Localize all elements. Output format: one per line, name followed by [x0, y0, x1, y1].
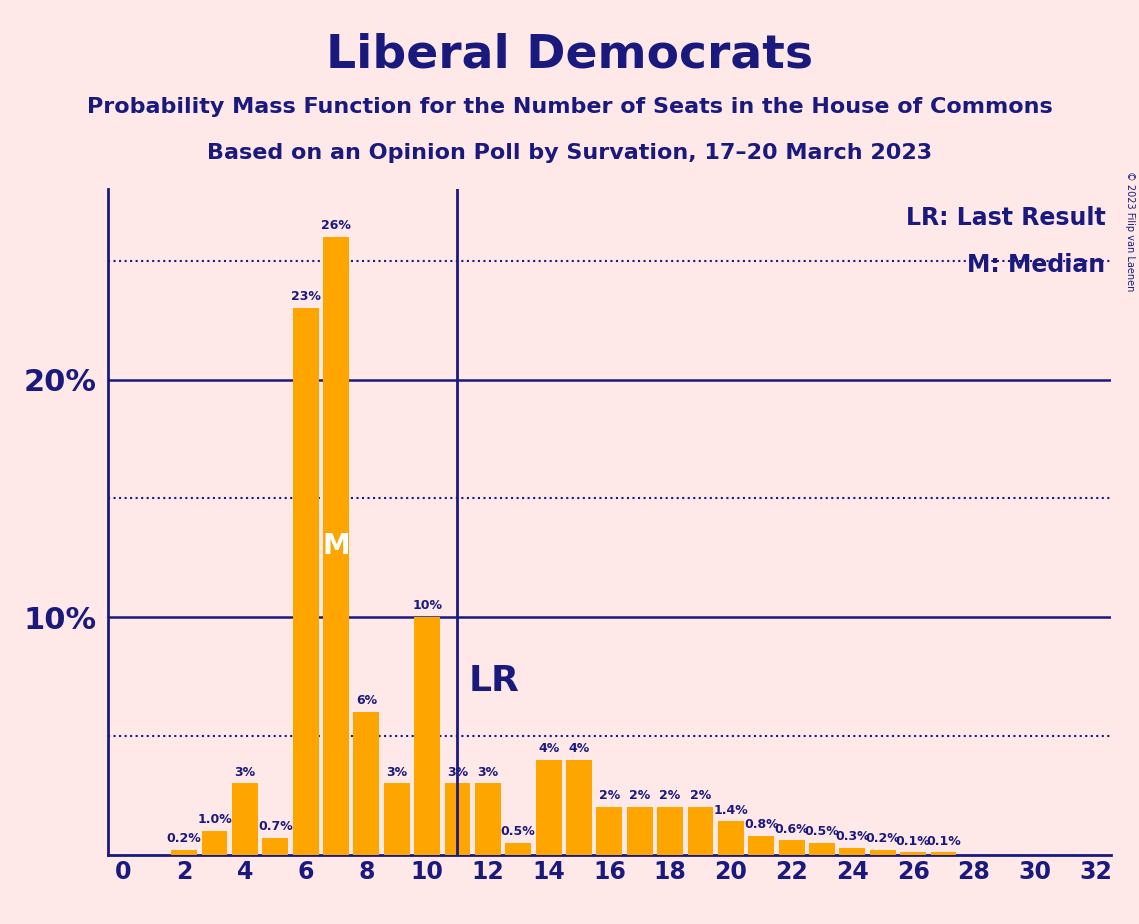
- Bar: [597, 808, 622, 855]
- Bar: [566, 760, 592, 855]
- Bar: [384, 784, 410, 855]
- Text: Liberal Democrats: Liberal Democrats: [326, 32, 813, 78]
- Bar: [900, 852, 926, 855]
- Bar: [535, 760, 562, 855]
- Text: 0.6%: 0.6%: [775, 822, 809, 835]
- Text: 23%: 23%: [290, 290, 320, 303]
- Text: 3%: 3%: [477, 766, 499, 779]
- Bar: [232, 784, 257, 855]
- Text: 4%: 4%: [568, 742, 590, 755]
- Bar: [202, 831, 228, 855]
- Text: 3%: 3%: [235, 766, 255, 779]
- Bar: [809, 843, 835, 855]
- Text: 0.2%: 0.2%: [166, 833, 202, 845]
- Text: Based on an Opinion Poll by Survation, 17–20 March 2023: Based on an Opinion Poll by Survation, 1…: [207, 143, 932, 164]
- Text: 4%: 4%: [538, 742, 559, 755]
- Text: 0.5%: 0.5%: [501, 825, 535, 838]
- Bar: [353, 712, 379, 855]
- Text: 2%: 2%: [629, 789, 650, 802]
- Text: 1.4%: 1.4%: [713, 804, 748, 817]
- Text: 3%: 3%: [386, 766, 408, 779]
- Bar: [688, 808, 713, 855]
- Bar: [870, 850, 895, 855]
- Text: LR: Last Result: LR: Last Result: [906, 206, 1106, 230]
- Bar: [171, 850, 197, 855]
- Text: 0.5%: 0.5%: [804, 825, 839, 838]
- Text: 1.0%: 1.0%: [197, 813, 232, 826]
- Bar: [415, 617, 440, 855]
- Bar: [262, 838, 288, 855]
- Text: M: M: [322, 532, 350, 560]
- Bar: [718, 821, 744, 855]
- Text: LR: LR: [468, 664, 519, 699]
- Text: 26%: 26%: [321, 219, 351, 232]
- Text: 10%: 10%: [412, 600, 442, 613]
- Text: 2%: 2%: [599, 789, 620, 802]
- Text: Probability Mass Function for the Number of Seats in the House of Commons: Probability Mass Function for the Number…: [87, 97, 1052, 117]
- Bar: [839, 847, 866, 855]
- Bar: [931, 852, 957, 855]
- Text: 0.1%: 0.1%: [926, 834, 961, 847]
- Text: © 2023 Filip van Laenen: © 2023 Filip van Laenen: [1125, 171, 1134, 291]
- Text: 0.3%: 0.3%: [835, 830, 870, 843]
- Text: M: Median: M: Median: [967, 252, 1106, 276]
- Text: 2%: 2%: [659, 789, 681, 802]
- Bar: [475, 784, 501, 855]
- Bar: [657, 808, 683, 855]
- Text: 0.2%: 0.2%: [866, 833, 900, 845]
- Text: 0.1%: 0.1%: [895, 834, 931, 847]
- Text: 2%: 2%: [690, 789, 711, 802]
- Bar: [748, 835, 775, 855]
- Bar: [444, 784, 470, 855]
- Bar: [293, 309, 319, 855]
- Text: 0.7%: 0.7%: [257, 821, 293, 833]
- Bar: [323, 237, 349, 855]
- Bar: [506, 843, 531, 855]
- Bar: [779, 841, 804, 855]
- Text: 3%: 3%: [446, 766, 468, 779]
- Text: 0.8%: 0.8%: [744, 818, 779, 831]
- Text: 6%: 6%: [355, 695, 377, 708]
- Bar: [626, 808, 653, 855]
